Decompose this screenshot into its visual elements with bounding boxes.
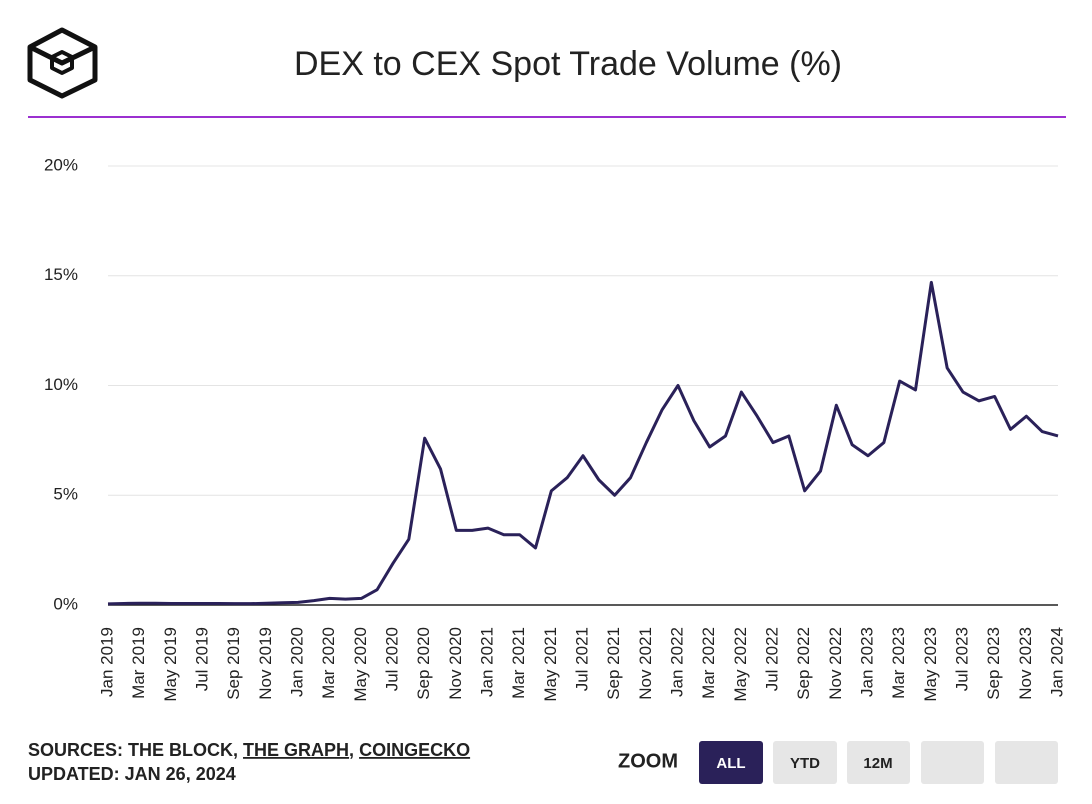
y-tick-label: 5%: [53, 485, 78, 504]
x-tick-label: Jan 2024: [1047, 627, 1066, 697]
x-tick-label: Jan 2023: [857, 627, 876, 697]
source: SOURCES: THE BLOCK,: [28, 740, 238, 760]
x-tick-label: Nov 2019: [256, 627, 275, 700]
x-tick-label: Nov 2023: [1016, 627, 1035, 700]
sources: SOURCES: THE BLOCK, THE GRAPH, COINGECKO: [28, 740, 470, 760]
x-tick-label: Nov 2020: [446, 627, 465, 700]
zoom-label: ZOOM: [618, 750, 678, 772]
x-tick-label: Sep 2021: [604, 627, 623, 700]
x-tick-label: Jul 2023: [952, 627, 971, 691]
x-tick-label: Mar 2022: [699, 627, 718, 699]
x-tick-label: Jul 2021: [572, 627, 591, 691]
zoom-button[interactable]: [921, 741, 984, 784]
x-tick-label: May 2021: [541, 627, 560, 702]
source-link[interactable]: THE GRAPH: [243, 740, 349, 760]
x-tick-label: Jan 2022: [667, 627, 686, 697]
x-tick-label: Mar 2020: [319, 627, 338, 699]
x-tick-label: Jan 2019: [97, 627, 116, 697]
x-tick-label: Jul 2022: [762, 627, 781, 691]
x-tick-label: May 2023: [921, 627, 940, 702]
source-link[interactable]: COINGECKO: [359, 740, 470, 760]
x-tick-label: May 2020: [351, 627, 370, 702]
zoom-button[interactable]: [847, 741, 910, 784]
x-tick-label: Nov 2022: [826, 627, 845, 700]
y-tick-label: 10%: [44, 375, 78, 394]
source: ,: [349, 740, 354, 760]
y-tick-label: 15%: [44, 265, 78, 284]
zoom-button-label[interactable]: YTD: [790, 755, 820, 772]
x-tick-label: Sep 2019: [224, 627, 243, 700]
y-tick-label: 0%: [53, 594, 78, 613]
x-tick-label: Nov 2021: [636, 627, 655, 700]
updated: UPDATED: JAN 26, 2024: [28, 764, 236, 784]
x-tick-label: May 2019: [161, 627, 180, 702]
x-tick-label: May 2022: [731, 627, 750, 702]
x-tick-label: Jan 2021: [477, 627, 496, 697]
zoom-button[interactable]: [995, 741, 1058, 784]
x-tick-label: Jul 2019: [192, 627, 211, 691]
x-tick-label: Sep 2022: [794, 627, 813, 700]
logo: [27, 27, 98, 99]
zoom-button-label[interactable]: 12M: [863, 755, 892, 772]
zoom-button[interactable]: [773, 741, 837, 784]
x-tick-label: Mar 2021: [509, 627, 528, 699]
y-tick-label: 20%: [44, 155, 78, 174]
zoom-button[interactable]: [699, 741, 763, 784]
x-tick-label: Jan 2020: [287, 627, 306, 697]
line: [107, 280, 1059, 606]
chart-title: DEX to CEX Spot Trade Volume (%): [294, 45, 842, 83]
x-tick-label: Sep 2023: [984, 627, 1003, 700]
x-tick-label: Sep 2020: [414, 627, 433, 700]
x-tick-label: Mar 2023: [889, 627, 908, 699]
x-tick-label: Mar 2019: [129, 627, 148, 699]
zoom-button-label[interactable]: ALL: [716, 755, 745, 772]
x-tick-label: Jul 2020: [382, 627, 401, 691]
